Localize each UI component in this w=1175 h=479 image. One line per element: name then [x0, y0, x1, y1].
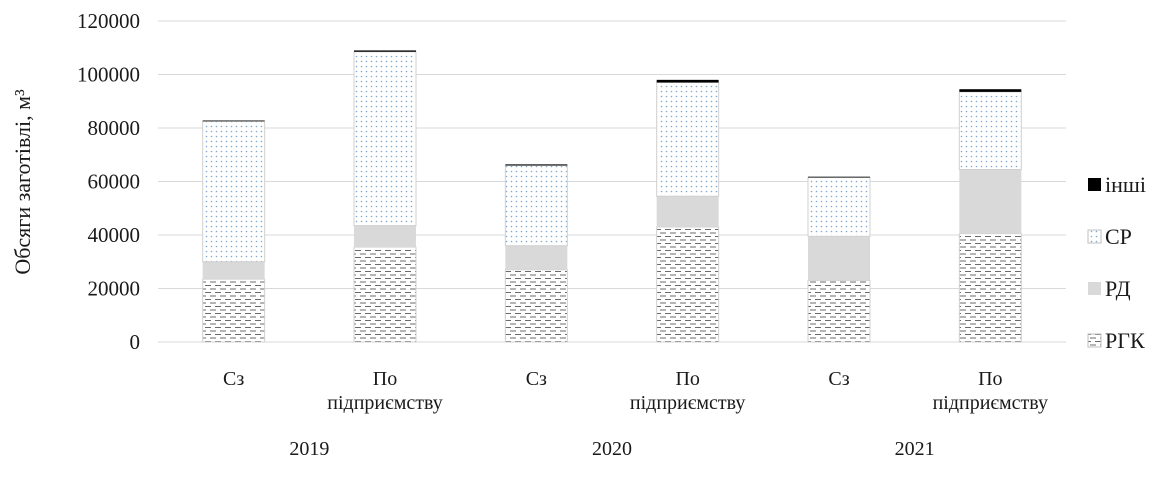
bar-segment-РГК	[958, 233, 1022, 343]
y-tick-label: 20000	[88, 277, 141, 301]
bar-segment-РГК	[656, 226, 720, 343]
y-tick-label: 60000	[88, 170, 141, 194]
legend-swatch	[1087, 229, 1102, 244]
y-tick-label: 100000	[77, 63, 140, 87]
bar-segment-інші	[808, 176, 870, 178]
x-group-label: 2021	[895, 438, 935, 460]
bar-segment-РД	[202, 261, 265, 280]
legend-swatch	[1088, 282, 1101, 295]
bar-segment-інші	[505, 164, 568, 166]
y-tick-label: 0	[130, 330, 141, 354]
x-category-label: По	[373, 368, 397, 390]
bar-segment-РД	[656, 196, 719, 227]
legend-label: СР	[1105, 224, 1132, 249]
bar-segment-РД	[808, 236, 870, 281]
gridlines	[158, 20, 1066, 343]
y-tick-label: 80000	[88, 116, 141, 140]
x-category-label: Сз	[223, 368, 244, 390]
y-axis-ticks: 0 20000 40000 60000 80000 100000 120000	[77, 9, 140, 354]
legend-label: інші	[1105, 172, 1146, 197]
bar-segment-СР	[504, 164, 568, 247]
bar-segment-СР	[353, 51, 417, 227]
legend-label: РГК	[1105, 328, 1145, 353]
bar-segment-РГК	[353, 246, 417, 343]
bar-segment-інші	[959, 89, 1022, 92]
bar-segment-інші	[202, 120, 265, 122]
x-category-label: підприємству	[630, 392, 745, 414]
legend-swatch	[1088, 178, 1101, 191]
legend-swatch	[1087, 333, 1102, 348]
bar-segment-РД	[959, 169, 1022, 234]
x-axis-year-groups: 2019 2020 2021	[289, 438, 934, 460]
x-category-label: Сз	[828, 368, 849, 390]
y-tick-label: 40000	[88, 223, 141, 247]
x-group-label: 2020	[592, 438, 632, 460]
bar-segment-інші	[656, 79, 719, 83]
y-axis-title: Обсяги заготівлі, м³	[10, 89, 35, 275]
x-category-label: По	[675, 368, 699, 390]
bar-segment-РГК	[807, 279, 871, 343]
bar-segment-СР	[958, 91, 1022, 170]
bar-segment-інші	[354, 50, 416, 52]
bars	[202, 50, 1022, 343]
bar-segment-РД	[354, 225, 416, 248]
bar-segment-СР	[202, 120, 266, 263]
bar-segment-РГК	[504, 269, 568, 343]
x-category-label: По	[978, 368, 1002, 390]
legend: інші СР РД РГК	[1087, 172, 1146, 353]
bar-segment-СР	[807, 176, 871, 237]
x-category-label: підприємству	[327, 392, 442, 414]
x-group-label: 2019	[289, 438, 329, 460]
x-category-label: підприємству	[933, 392, 1048, 414]
y-tick-label: 120000	[77, 9, 140, 33]
bar-segment-РД	[505, 245, 568, 270]
x-category-label: Сз	[526, 368, 547, 390]
bar-segment-СР	[656, 82, 720, 197]
legend-label: РД	[1105, 276, 1131, 301]
bar-segment-РГК	[202, 278, 266, 343]
